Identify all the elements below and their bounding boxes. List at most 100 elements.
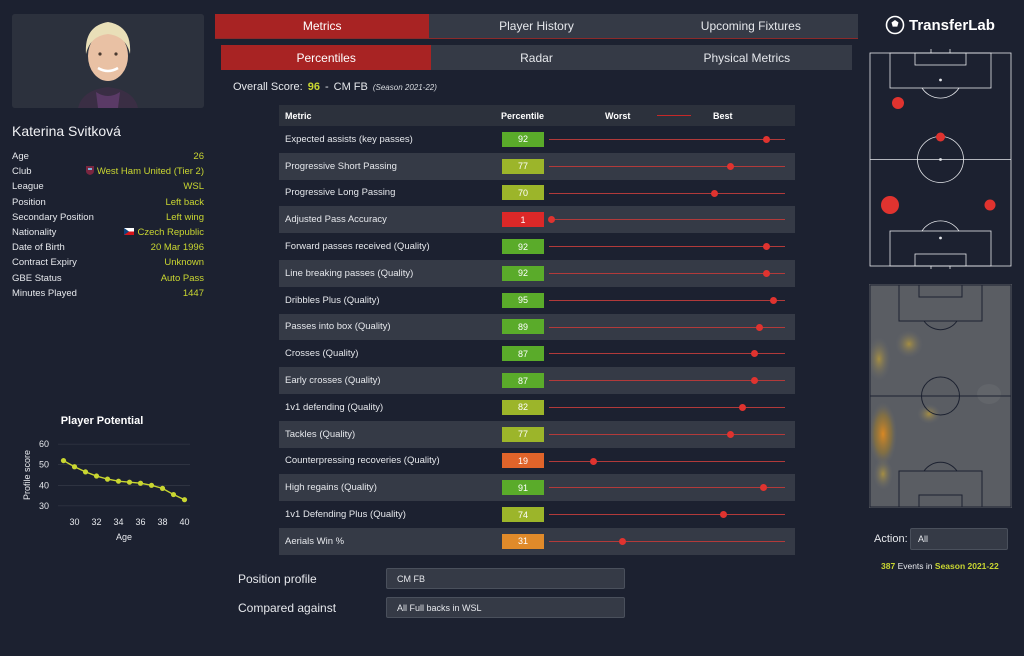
percentile-table-header: Metric Percentile Worst Best [279,105,795,126]
y-tick-label: 60 [39,439,49,449]
tab-radar[interactable]: Radar [520,50,553,65]
percentile-dot [590,457,598,465]
brand-logo: TransferLab [885,15,995,35]
percentile-track [549,353,785,355]
table-row: Early crosses (Quality) 87 [279,367,795,394]
tab-player-history[interactable]: Player History [499,19,574,33]
main-tabs: Metrics Player History Upcoming Fixtures [215,14,858,39]
info-label: League [12,181,44,193]
info-value-text: Left wing [165,211,204,223]
info-value: Left back [165,197,204,208]
events-summary: 387 Events in Season 2021-22 [881,561,999,571]
info-value-text: Auto Pass [160,272,204,284]
info-value-text: WSL [183,181,204,193]
info-value: WSL [183,181,204,192]
metric-name: Early crosses (Quality) [285,375,381,387]
overall-season: (Season 2021-22) [372,83,437,92]
potential-chart-svg: Player Potential 30 40 50 60 30 32 34 36 38 40 Age P… [22,415,190,542]
info-value: Left wing [166,212,204,223]
table-row: Adjusted Pass Accuracy 1 [279,206,795,234]
percentile-dot [710,189,718,197]
player-potential-chart: Player Potential 30 40 50 60 30 32 34 36 38 40 Age P… [12,410,202,550]
percentile-track [549,139,785,140]
percentile-track [549,326,785,328]
table-row: Forward passes received (Quality) 92 [279,233,795,260]
info-value: Czech Republic [124,227,204,238]
percentile-dot [727,430,735,438]
percentile-badge: 95 [502,292,544,308]
metric-name: Forward passes received (Quality) [285,241,430,253]
tab-metrics[interactable]: Metrics [215,14,430,38]
data-point [93,473,100,479]
player-photo [12,14,204,108]
percentile-dot [739,403,747,411]
data-point [115,478,122,484]
info-label: Age [12,151,29,163]
events-count: 387 [881,561,896,571]
table-row: Line breaking passes (Quality) 92 [279,259,795,287]
percentile-track [549,219,785,221]
tab-physical-metrics[interactable]: Physical Metrics [703,50,791,65]
table-row: 1v1 defending (Quality) 82 [279,394,795,421]
percentile-dot [750,377,758,385]
x-tick-label: 38 [157,517,167,527]
events-text: Events in [897,561,933,571]
percentile-badge: 74 [502,507,544,523]
action-select[interactable]: All [910,528,1008,550]
overall-score-value: 96 [307,81,320,93]
percentile-dot [769,296,777,304]
info-value: 1447 [183,288,204,299]
info-row: Date of Birth 20 Mar 1996 [12,240,204,255]
info-row: Contract Expiry Unknown [12,255,204,270]
overall-score: Overall Score: 96 - CM FB (Season 2021-2… [233,81,437,93]
percentile-badge: 92 [502,131,544,147]
brand-name: TransferLab [909,16,995,34]
x-tick-label: 40 [179,517,189,527]
tab-percentiles[interactable]: Percentiles [221,45,432,70]
percentile-badge: 91 [502,480,544,496]
info-value: West Ham United (Tier 2) [85,165,204,178]
percentile-track [549,487,785,489]
heatmap-pitch [869,284,1012,508]
legend-line [657,115,691,116]
info-value-text: Czech Republic [137,227,204,239]
percentile-badge: 87 [502,346,544,362]
data-point [71,464,78,470]
table-row: Expected assists (key passes) 92 [279,126,795,153]
compared-against-select[interactable]: All Full backs in WSL [386,597,625,618]
metric-name: Crosses (Quality) [285,348,359,360]
info-label: Club [12,166,32,178]
info-value: 20 Mar 1996 [151,242,204,253]
percentile-dot [547,216,555,224]
percentile-rows: Expected assists (key passes) 92 Progressi… [279,126,795,555]
info-label: Position [12,196,46,208]
club-crest-icon [85,165,94,178]
percentile-badge: 77 [502,426,544,442]
position-profile-label: Position profile [238,572,317,586]
data-point [159,485,166,491]
percentile-dot [755,323,763,331]
table-row: Aerials Win % 31 [279,527,795,555]
event-locations-pitch [869,49,1012,269]
info-label: Nationality [12,227,57,239]
percentile-badge: 92 [502,239,544,255]
metric-name: Line breaking passes (Quality) [285,267,414,279]
metric-name: Progressive Short Passing [285,160,397,172]
position-profile-select[interactable]: CM FB [386,568,625,589]
player-photo-icon [12,14,204,108]
info-value-text: Left back [165,196,204,208]
table-row: High regains (Quality) 91 [279,474,795,502]
percentile-badge: 92 [502,265,544,281]
tab-upcoming-fixtures[interactable]: Upcoming Fixtures [700,19,801,33]
overall-separator: - [324,81,329,93]
percentile-track [549,514,785,516]
action-label: Action: [874,533,908,545]
data-point [104,476,111,482]
metric-name: Expected assists (key passes) [285,133,413,145]
percentile-badge: 1 [502,212,544,228]
data-point [60,457,67,464]
y-axis-label: Profile score [22,450,32,500]
percentile-track [549,192,785,194]
x-tick-label: 34 [113,517,123,527]
percentile-track [549,460,785,462]
